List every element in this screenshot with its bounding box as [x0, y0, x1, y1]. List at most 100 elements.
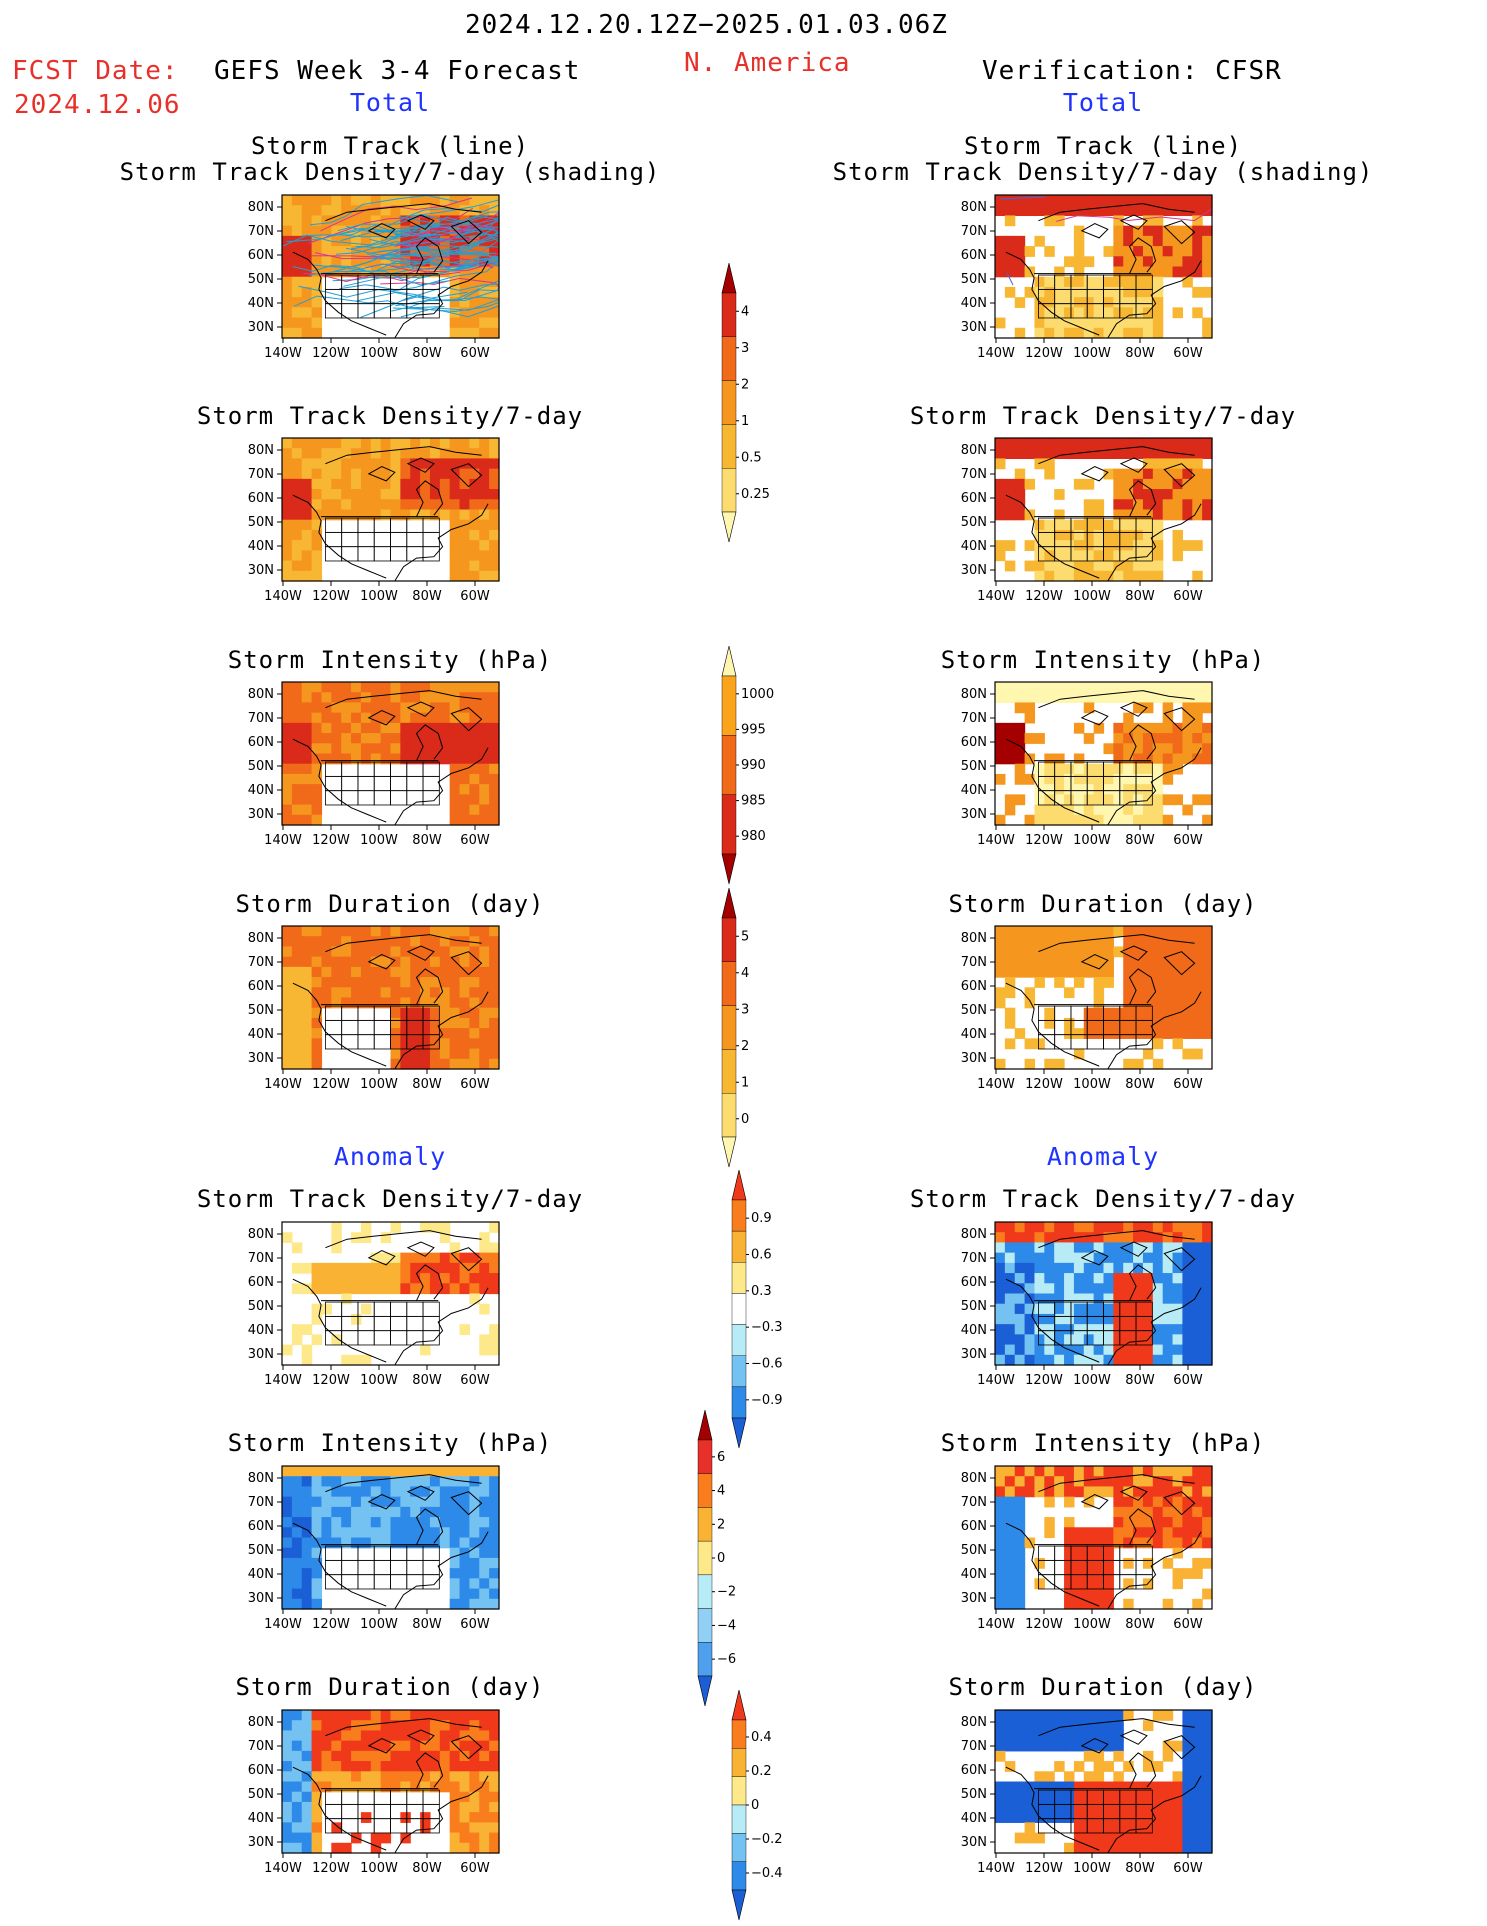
coastline — [1119, 701, 1148, 717]
lat-tick-label: 40N — [248, 1027, 274, 1042]
shaded-cell — [489, 1557, 500, 1569]
shaded-cell — [1182, 712, 1193, 724]
colorbar-label: 0 — [741, 1112, 749, 1127]
shaded-cell — [479, 1476, 490, 1488]
shaded-cell — [439, 946, 451, 958]
shaded-cell — [1152, 1517, 1164, 1528]
shaded-cell — [311, 1038, 323, 1050]
shaded-cell — [1014, 1313, 1026, 1325]
shaded-cell — [429, 215, 441, 227]
shaded-cell — [1192, 987, 1203, 999]
shaded-cell — [1192, 1710, 1203, 1721]
shaded-cell — [390, 478, 401, 490]
shaded-cell — [1152, 1324, 1164, 1335]
shaded-cell — [1123, 225, 1134, 237]
shaded-cell — [489, 1058, 500, 1070]
shaded-cell — [410, 977, 421, 988]
shaded-cell — [301, 1801, 313, 1813]
shaded-cell — [301, 1283, 313, 1295]
shaded-cell — [1142, 1842, 1154, 1854]
lat-tick-label: 60N — [248, 248, 274, 263]
shaded-cell — [469, 814, 480, 826]
shaded-cell — [321, 936, 332, 948]
shaded-cell — [1103, 1527, 1114, 1539]
shaded-cell — [429, 1496, 441, 1508]
coastline — [1038, 934, 1195, 953]
coastline — [1163, 951, 1196, 976]
shaded-cell — [1044, 297, 1055, 308]
shaded-cell — [1182, 1028, 1193, 1039]
shaded-cell — [420, 499, 431, 511]
colorbar-label: 2 — [741, 1039, 749, 1054]
shaded-cell — [360, 956, 372, 968]
shaded-cell — [282, 733, 293, 744]
shaded-cell — [1073, 1262, 1085, 1274]
shaded-cell — [1192, 225, 1203, 237]
shaded-cell — [1192, 195, 1203, 206]
shaded-cell — [1142, 1720, 1154, 1732]
colorbar-label: 6 — [717, 1450, 725, 1465]
shaded-cell — [360, 1527, 372, 1539]
shaded-cell — [1192, 702, 1203, 714]
shaded-cell — [331, 1527, 342, 1539]
shaded-cell — [1034, 946, 1045, 958]
shaded-cell — [1162, 966, 1174, 978]
shaded-cell — [1202, 205, 1213, 217]
shaded-cell — [439, 1028, 451, 1039]
shaded-cell — [1152, 1506, 1164, 1518]
shaded-cell — [410, 692, 421, 704]
shaded-cell — [301, 977, 313, 988]
colorbar-label: 990 — [741, 758, 766, 773]
shaded-cell — [1133, 1506, 1144, 1518]
shaded-cell — [291, 286, 303, 298]
colorbar-label: 0.3 — [751, 1284, 772, 1299]
shaded-cell — [459, 1506, 471, 1518]
coastline — [406, 1241, 435, 1257]
colorbar-top-arrow — [697, 1409, 713, 1441]
shaded-cell — [469, 327, 480, 339]
coastline — [1038, 446, 1195, 465]
shaded-cell — [489, 438, 500, 449]
shaded-cell — [1142, 1232, 1154, 1244]
shaded-cell — [479, 794, 490, 806]
shaded-cell — [301, 317, 313, 329]
shaded-cell — [321, 1283, 332, 1295]
shaded-cell — [1142, 1303, 1154, 1315]
shaded-cell — [1093, 1222, 1105, 1233]
title-density-anom-left: Storm Track Density/7-day — [196, 1185, 584, 1213]
shaded-cell — [282, 1007, 293, 1019]
shaded-cell — [301, 1547, 313, 1559]
colorbar-label: 995 — [741, 722, 766, 737]
shaded-cell — [1113, 1334, 1124, 1346]
shaded-cell — [1202, 1486, 1213, 1498]
state-boundary — [373, 1315, 391, 1332]
shaded-cell — [1162, 499, 1174, 511]
shaded-cell — [1182, 1822, 1193, 1834]
shaded-cell — [380, 946, 392, 958]
shaded-cell — [439, 1058, 451, 1070]
shaded-cell — [1073, 1710, 1085, 1721]
shaded-cell — [291, 946, 303, 958]
coastline — [450, 707, 483, 732]
shaded-cell — [449, 1517, 461, 1528]
shaded-cell — [380, 1750, 392, 1762]
colorbar-label: −0.2 — [751, 1832, 783, 1847]
shaded-cell — [1152, 733, 1164, 744]
shaded-cell — [420, 753, 431, 765]
shaded-cell — [479, 1750, 490, 1762]
shaded-cell — [311, 1303, 323, 1315]
shaded-cell — [311, 235, 323, 247]
shaded-cell — [449, 926, 461, 937]
shaded-cell — [995, 1730, 1006, 1742]
shaded-cell — [1004, 256, 1016, 268]
shaded-cell — [291, 794, 303, 806]
shaded-cell — [400, 1832, 411, 1844]
shaded-cell — [1014, 1262, 1026, 1274]
shaded-cell — [1103, 966, 1114, 978]
shaded-cell — [321, 448, 332, 460]
shaded-cell — [469, 317, 480, 329]
shaded-cell — [321, 753, 332, 765]
shaded-cell — [1014, 1506, 1026, 1518]
shaded-cell — [995, 987, 1006, 999]
colorbar-label: −0.4 — [751, 1866, 783, 1881]
